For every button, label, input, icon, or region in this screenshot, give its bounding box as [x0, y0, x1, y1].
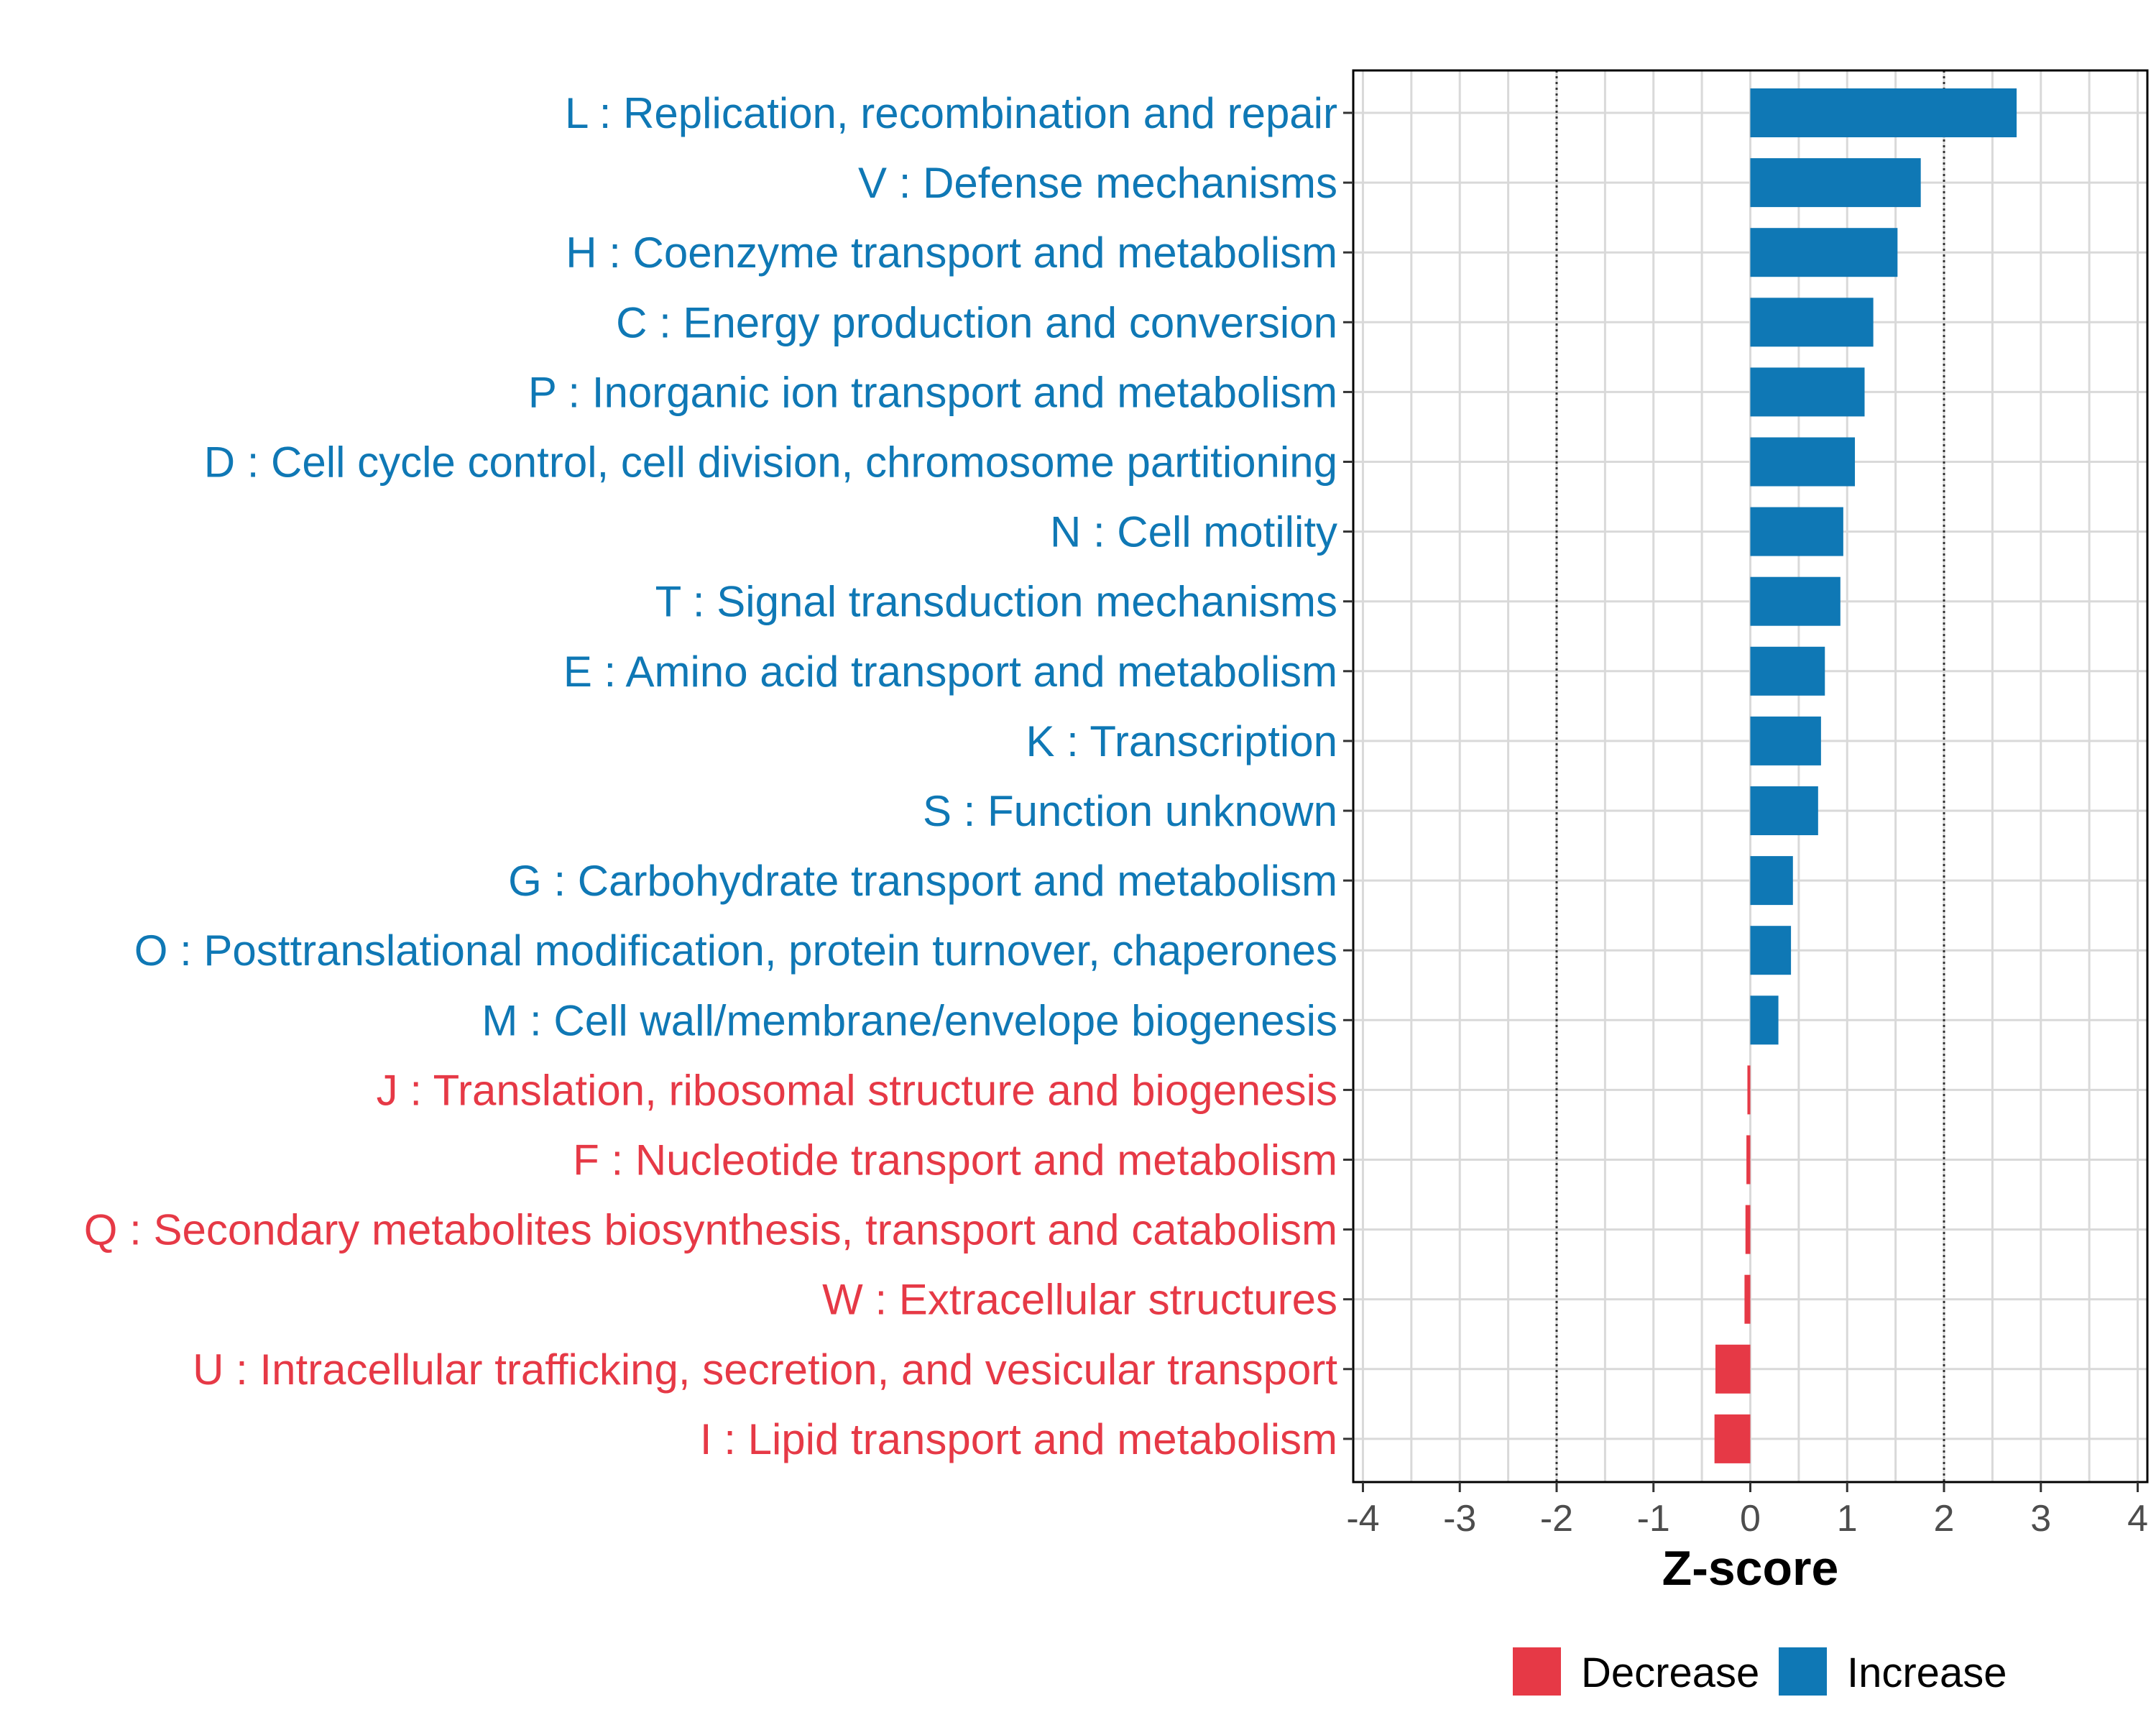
- bar: [1750, 437, 1856, 487]
- bar: [1750, 88, 2017, 137]
- x-axis-ticks: [1361, 1482, 2139, 1492]
- category-label: D : Cell cycle control, cell division, c…: [204, 438, 1337, 487]
- category-label: P : Inorganic ion transport and metaboli…: [528, 368, 1337, 416]
- x-tick-label: -4: [1346, 1498, 1379, 1540]
- bar: [1750, 367, 1865, 417]
- category-label: K : Transcription: [1026, 717, 1337, 765]
- bar: [1750, 926, 1792, 975]
- x-axis-title: Z-score: [1662, 1541, 1839, 1596]
- bar: [1750, 507, 1843, 556]
- bar: [1750, 576, 1841, 626]
- x-tick-label: 4: [2127, 1498, 2148, 1540]
- bar: [1747, 1065, 1751, 1115]
- bar: [1750, 298, 1874, 347]
- category-label: J : Translation, ribosomal structure and…: [377, 1066, 1337, 1114]
- x-tick-label: -3: [1443, 1498, 1476, 1540]
- bars: [1714, 88, 2017, 1463]
- category-label: U : Intracellular trafficking, secretion…: [193, 1346, 1337, 1394]
- x-tick-label: 3: [2030, 1498, 2051, 1540]
- x-axis-tick-labels: -4 -3 -2 -1 0 1 2 3 4: [1346, 1498, 2148, 1540]
- category-label: I : Lipid transport and metabolism: [700, 1415, 1337, 1463]
- bar: [1750, 646, 1825, 696]
- bar: [1745, 1205, 1751, 1254]
- bar: [1744, 1274, 1751, 1324]
- bar: [1714, 1414, 1751, 1463]
- category-label: C : Energy production and conversion: [616, 298, 1337, 346]
- x-tick-label: -1: [1637, 1498, 1670, 1540]
- legend-label-decrease: Decrease: [1581, 1650, 1759, 1696]
- bar: [1750, 228, 1898, 277]
- category-label: T : Signal transduction mechanisms: [655, 578, 1337, 626]
- x-tick-label: 1: [1837, 1498, 1858, 1540]
- category-label: N : Cell motility: [1050, 508, 1337, 556]
- x-tick-label: 0: [1740, 1498, 1761, 1540]
- category-label: L : Replication, recombination and repai…: [565, 89, 1337, 137]
- bar: [1750, 995, 1779, 1045]
- bar: [1750, 158, 1921, 208]
- bar: [1750, 716, 1821, 765]
- x-tick-label: 2: [1934, 1498, 1955, 1540]
- category-label: S : Function unknown: [923, 787, 1337, 835]
- category-label: V : Defense mechanisms: [858, 159, 1337, 207]
- category-label: Q : Secondary metabolites biosynthesis, …: [84, 1206, 1337, 1254]
- bar: [1750, 856, 1793, 906]
- category-label: M : Cell wall/membrane/envelope biogenes…: [482, 996, 1337, 1044]
- legend-swatch-increase: [1779, 1647, 1827, 1696]
- category-label: E : Amino acid transport and metabolism: [563, 648, 1337, 696]
- legend-swatch-decrease: [1513, 1647, 1561, 1696]
- x-tick-label: -2: [1540, 1498, 1573, 1540]
- category-label: F : Nucleotide transport and metabolism: [573, 1136, 1337, 1184]
- bar: [1746, 1135, 1751, 1184]
- category-label: H : Coenzyme transport and metabolism: [566, 229, 1337, 277]
- bar: [1750, 786, 1818, 835]
- y-axis-ticks: [1343, 111, 1353, 1440]
- category-label: G : Carbohydrate transport and metabolis…: [508, 857, 1337, 905]
- bar: [1715, 1344, 1751, 1394]
- y-axis-labels: L : Replication, recombination and repai…: [84, 89, 1338, 1463]
- legend: Decrease Increase: [1513, 1647, 2007, 1696]
- legend-label-increase: Increase: [1847, 1650, 2007, 1696]
- category-label: O : Posttranslational modification, prot…: [134, 926, 1337, 975]
- category-label: W : Extracellular structures: [822, 1276, 1337, 1324]
